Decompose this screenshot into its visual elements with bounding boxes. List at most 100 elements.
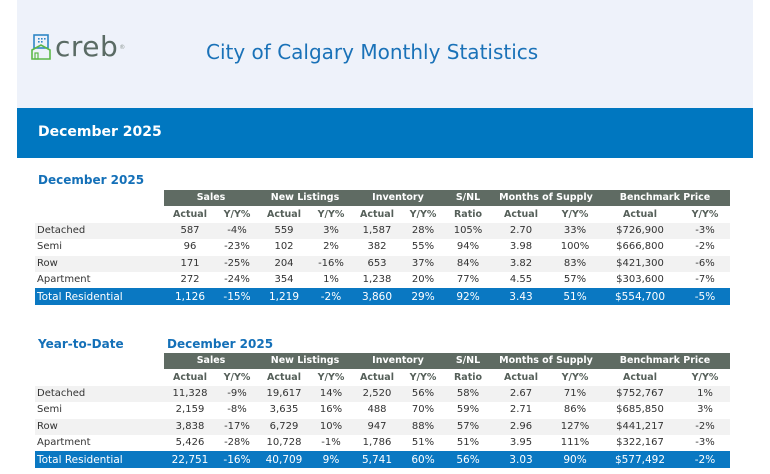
cell-value: 96 [183, 241, 197, 253]
cell-value: -2% [680, 418, 730, 435]
cell-value: 100% [560, 241, 590, 253]
cell-value: 58% [444, 385, 492, 403]
cell-value: 2.70 [492, 222, 550, 240]
blank-header [35, 353, 164, 369]
cell-value: 92% [444, 288, 492, 305]
cell-value: -28% [224, 437, 250, 449]
group-header-inventory: Inventory [352, 190, 444, 207]
cell-value: 57% [563, 274, 587, 286]
group-header-new-listings: New Listings [258, 353, 352, 370]
cell-value: 111% [560, 437, 590, 449]
row-label: Row [35, 418, 164, 435]
sub-header-row: Actual Y/Y% Actual Y/Y% Actual Y/Y% Ratio Actua… [35, 369, 730, 385]
table-row: Detached 587 -4% 559 3% 1,587 28% 105% 2.70 33% $7… [35, 222, 730, 240]
monthly-section-title: December 2025 [38, 173, 145, 187]
sub-header-y-y: Y/Y% [317, 371, 345, 383]
group-header-benchmark-price: Benchmark Price [600, 353, 730, 370]
sub-header-actual: Actual [623, 208, 657, 220]
sub-header-y-y: Y/Y% [223, 371, 251, 383]
creb-logo: creb ® [31, 33, 125, 61]
registered-mark: ® [119, 43, 126, 51]
cell-value: 3,838 [164, 418, 216, 435]
cell-value: 2.67 [492, 385, 550, 403]
cell-value: 56% [402, 385, 444, 403]
group-header-benchmark-price: Benchmark Price [600, 190, 730, 207]
cell-value: -9% [216, 385, 258, 403]
cell-value: 56% [444, 451, 492, 468]
sub-header-actual: Actual [267, 208, 301, 220]
cell-value: $666,800 [616, 241, 664, 253]
monthly-stats-table: Sales New Listings Inventory S/NL Months… [35, 190, 730, 305]
table-row: Semi 96 -23% 102 2% 382 55% 94% 3.98 100% $666,800… [35, 239, 730, 255]
cell-value: 9% [310, 451, 352, 468]
table-row: Row 3,838 -17% 6,729 10% 947 88% 57% 2.96 127% $44… [35, 418, 730, 435]
cell-value: 10,728 [266, 437, 302, 449]
cell-value: 5,426 [175, 437, 205, 449]
cell-value: 3,860 [352, 288, 402, 305]
cell-value: 5,741 [352, 451, 402, 468]
cell-value: $421,300 [600, 255, 680, 272]
sub-header-y-y: Y/Y% [409, 208, 437, 220]
cell-value: 488 [367, 404, 387, 416]
cell-value: 3% [697, 404, 713, 416]
cell-value: 57% [444, 418, 492, 435]
row-label: Row [35, 255, 164, 272]
row-label: Total Residential [35, 451, 164, 468]
cell-value: -1% [321, 437, 341, 449]
cell-value: 127% [550, 418, 600, 435]
cell-value: 83% [550, 255, 600, 272]
cell-value: 33% [550, 222, 600, 240]
sub-header-actual: Actual [360, 208, 394, 220]
group-header-row: Sales New Listings Inventory S/NL Months… [35, 190, 730, 207]
cell-value: $441,217 [600, 418, 680, 435]
cell-value: 40,709 [258, 451, 310, 468]
cell-value: $322,167 [616, 437, 664, 449]
cell-value: 37% [402, 255, 444, 272]
cell-value: -17% [216, 418, 258, 435]
group-header-snl: S/NL [444, 190, 492, 207]
cell-value: 171 [164, 255, 216, 272]
row-label: Apartment [37, 274, 91, 286]
cell-value: 88% [402, 418, 444, 435]
group-header-new-listings: New Listings [258, 190, 352, 207]
ytd-table-body: Detached 11,328 -9% 19,617 14% 2,520 56% 58% 2.6… [35, 385, 730, 468]
cell-value: 272 [180, 274, 200, 286]
cell-value: 51% [456, 437, 480, 449]
cell-value: -5% [680, 288, 730, 305]
sub-header-row: Actual Y/Y% Actual Y/Y% Actual Y/Y% Ratio Actua… [35, 206, 730, 222]
group-header-months-of-supply: Months of Supply [492, 190, 600, 207]
cell-value: 2,159 [175, 404, 205, 416]
cell-value: 28% [402, 222, 444, 240]
cell-value: -3% [680, 222, 730, 240]
cell-value: 1,587 [352, 222, 402, 240]
table-row: Detached 11,328 -9% 19,617 14% 2,520 56% 58% 2.6… [35, 385, 730, 403]
cell-value: -8% [227, 404, 247, 416]
cell-value: 59% [456, 404, 480, 416]
cell-value: $726,900 [600, 222, 680, 240]
cell-value: $303,600 [616, 274, 664, 286]
cell-value: -2% [695, 241, 715, 253]
cell-value: -3% [695, 437, 715, 449]
cell-value: -2% [680, 451, 730, 468]
cell-value: -6% [680, 255, 730, 272]
cell-value: 14% [310, 385, 352, 403]
cell-value: -16% [310, 255, 352, 272]
cell-value: 90% [550, 451, 600, 468]
cell-value: 3.82 [492, 255, 550, 272]
cell-value: 77% [456, 274, 480, 286]
cell-value: 86% [563, 404, 587, 416]
cell-value: 3.98 [509, 241, 533, 253]
cell-value: 10% [310, 418, 352, 435]
cell-value: 947 [352, 418, 402, 435]
cell-value: 71% [550, 385, 600, 403]
table-row-total: Total Residential 1,126 -15% 1,219 -2% 3,860 2… [35, 288, 730, 305]
row-label: Detached [35, 222, 164, 240]
row-label: Semi [37, 241, 63, 253]
cell-value: 11,328 [164, 385, 216, 403]
cell-value: 84% [444, 255, 492, 272]
cell-value: -24% [224, 274, 250, 286]
group-header-inventory: Inventory [352, 353, 444, 370]
cell-value: 1,786 [362, 437, 392, 449]
cell-value: 16% [319, 404, 343, 416]
cell-value: 3.43 [492, 288, 550, 305]
